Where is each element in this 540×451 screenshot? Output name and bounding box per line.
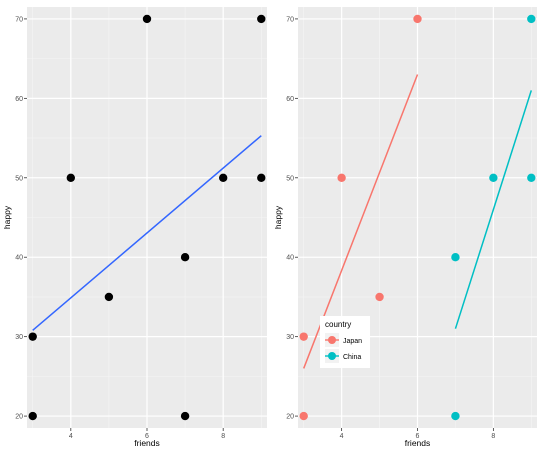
y-tick-label: 60 xyxy=(15,96,23,103)
chart-panel-2: 4 6 8 20 30 40 50 60 70 friends happy country Japan C… xyxy=(273,7,537,448)
x-tick-label: 6 xyxy=(145,433,149,440)
legend-title: country xyxy=(325,320,351,329)
y-axis-title: happy xyxy=(2,205,12,229)
y-tick-label: 40 xyxy=(286,255,294,262)
chart-panel-1: 4 6 8 20 30 40 50 60 70 friends happy xyxy=(2,7,267,448)
data-point xyxy=(142,14,152,24)
data-point xyxy=(180,411,190,421)
y-tick-label: 60 xyxy=(286,96,294,103)
y-tick-label: 30 xyxy=(286,334,294,341)
y-tick-label: 70 xyxy=(15,16,23,23)
x-tick-label: 4 xyxy=(340,433,344,440)
y-tick-label: 30 xyxy=(15,334,23,341)
regression-line-china xyxy=(454,90,533,329)
data-point-japan xyxy=(299,411,308,421)
data-point-china xyxy=(451,253,460,262)
legend-label-china: China xyxy=(343,354,361,361)
x-axis-title: friends xyxy=(134,438,160,448)
regression-line xyxy=(32,135,262,331)
data-point-china xyxy=(451,411,460,421)
data-point-china xyxy=(527,173,536,182)
data-point xyxy=(257,14,266,24)
data-point xyxy=(28,332,37,341)
data-point-japan xyxy=(413,14,422,24)
y-axis-title: happy xyxy=(273,205,283,229)
data-point-japan xyxy=(337,173,346,182)
legend-key-point xyxy=(328,336,336,344)
x-tick-label: 8 xyxy=(221,433,225,440)
data-point xyxy=(66,173,76,182)
x-axis-title: friends xyxy=(405,438,431,448)
data-point xyxy=(180,253,190,262)
legend-label-japan: Japan xyxy=(343,338,362,345)
y-tick-label: 40 xyxy=(15,255,23,262)
legend: country Japan China xyxy=(320,316,370,368)
y-tick-label: 20 xyxy=(15,414,23,421)
x-tick-label: 4 xyxy=(69,433,73,440)
x-tick-label: 8 xyxy=(491,433,495,440)
data-point xyxy=(218,173,228,182)
legend-key-point xyxy=(328,352,336,360)
data-point xyxy=(104,292,114,302)
y-tick-label: 50 xyxy=(286,175,294,182)
data-point-china xyxy=(527,14,536,24)
data-point xyxy=(257,173,266,182)
data-point-japan xyxy=(375,292,384,302)
data-point-japan xyxy=(299,332,308,341)
y-tick-label: 20 xyxy=(286,414,294,421)
x-tick-label: 6 xyxy=(416,433,420,440)
data-point-china xyxy=(489,173,498,182)
data-point xyxy=(28,411,37,421)
y-tick-label: 50 xyxy=(15,175,23,182)
y-tick-label: 70 xyxy=(286,16,294,23)
